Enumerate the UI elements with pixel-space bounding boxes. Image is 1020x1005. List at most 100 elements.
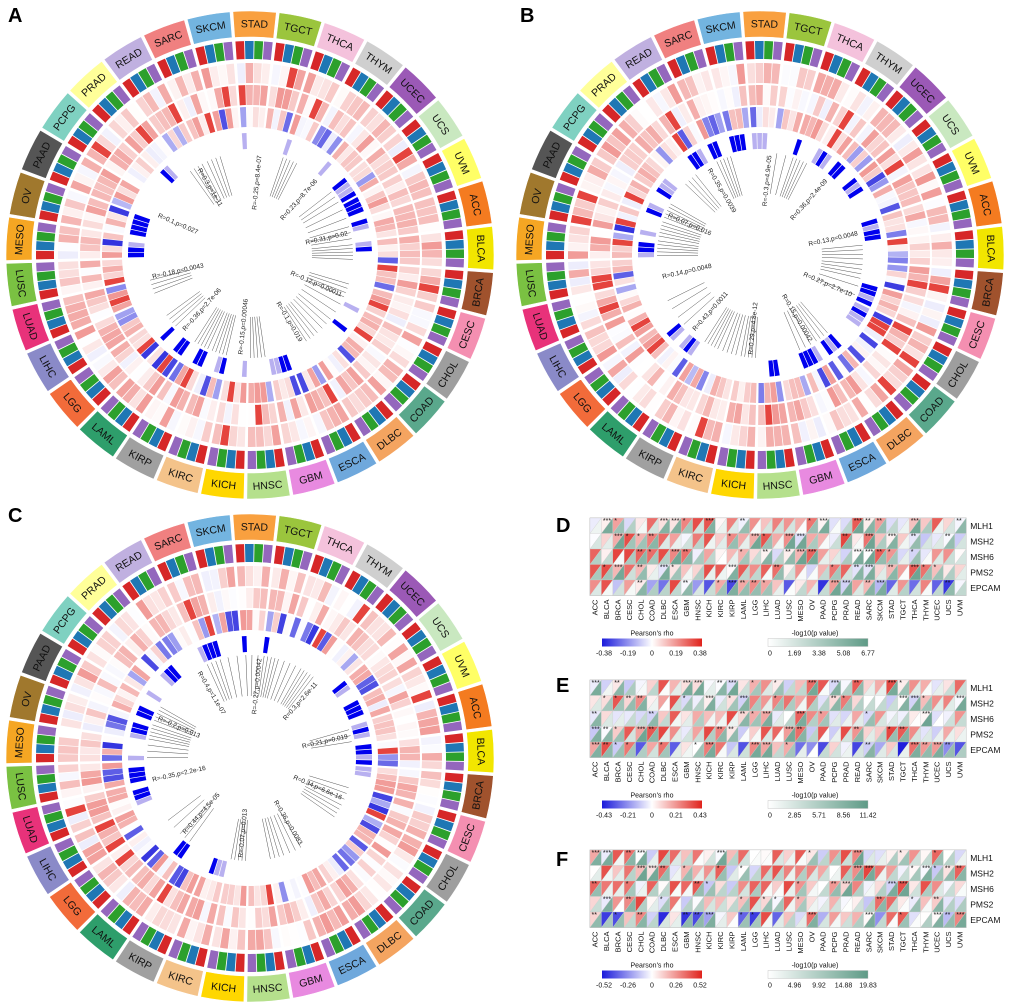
correlation-cell (185, 393, 199, 415)
ring-bar (588, 120, 608, 138)
correlation-cell (584, 324, 606, 340)
ring-bar (434, 314, 454, 329)
ring-bar (555, 182, 576, 197)
correlation-cell (102, 259, 123, 267)
correlation-cell (132, 332, 152, 350)
correlation-cell (86, 650, 108, 669)
correlation-cell (866, 321, 887, 337)
correlation-cell (837, 353, 855, 373)
correlation-cell (305, 121, 320, 142)
ring-bar (594, 113, 614, 132)
correlation-cell (862, 166, 883, 183)
correlation-cell (377, 257, 398, 264)
ring-bar (37, 782, 57, 794)
ring-bar (436, 809, 457, 823)
cancer-tick-label: KIRC (716, 599, 725, 618)
correlation-cell (359, 610, 379, 631)
correlation-cell (246, 107, 253, 128)
correlation-cell (197, 114, 210, 136)
cancer-tick-label: LIHC (762, 931, 771, 949)
rho-tick: 0.38 (693, 651, 707, 658)
annotation-stroke (211, 662, 227, 701)
significant-marker (355, 246, 372, 252)
correlation-cell (714, 112, 726, 134)
correlation-cell (114, 346, 135, 364)
correlation-cell (154, 110, 172, 131)
ring-bar (675, 55, 691, 75)
significance-stars: *** (956, 912, 964, 919)
ring-bar (375, 400, 394, 420)
correlation-cell (144, 398, 162, 420)
annotation-stroke (290, 301, 318, 333)
correlation-cell (590, 251, 611, 259)
correlation-cell (225, 108, 234, 129)
gene-label-epcam: EPCAM (970, 745, 1000, 755)
significant-marker (127, 252, 145, 258)
significant-marker (683, 337, 697, 353)
significant-marker (807, 348, 819, 365)
correlation-cell (65, 301, 87, 314)
correlation-cell (360, 382, 379, 403)
significance-stars: * (934, 866, 937, 873)
correlation-cell (174, 364, 189, 386)
correlation-cell (176, 893, 191, 915)
correlation-cell (771, 403, 781, 425)
ring-bar (49, 827, 70, 842)
correlation-cell (90, 810, 112, 825)
rho-tick: 0.19 (669, 651, 683, 658)
correlation-cell (162, 886, 179, 908)
correlation-cell (638, 328, 658, 345)
ring-bar (439, 199, 459, 213)
correlation-cell (646, 337, 666, 355)
annotation-stroke (659, 232, 700, 242)
heatmap-panel-f: *** *** ** *** *** * *** * * MLH1*** *** ** * * * *** **… (589, 849, 1000, 990)
correlation-cell (607, 359, 628, 378)
correlation-cell (161, 357, 178, 378)
ring-bar (736, 449, 746, 469)
correlation-cell (376, 125, 397, 144)
correlation-cell (311, 628, 327, 649)
significance-stars: *** (911, 518, 919, 525)
ring-bar (418, 348, 438, 366)
significant-marker (847, 186, 864, 199)
correlation-cell (336, 648, 354, 667)
correlation-cell (274, 590, 286, 612)
correlation-cell (174, 75, 189, 97)
correlation-cell (302, 72, 317, 94)
correlation-cell (119, 682, 140, 698)
correlation-cell (381, 677, 403, 692)
ring-bar (610, 395, 629, 415)
circos-panel-a: ACCBLCABRCACESCCHOLCOADDLBCESCAGBMHNSCKI… (5, 10, 495, 500)
correlation-annotation: R=-0.36,p=2.7e-06 (182, 287, 224, 333)
correlation-cell (238, 85, 246, 106)
correlation-cell (328, 612, 345, 634)
significance-stars: ** (751, 580, 757, 587)
ring-bar (37, 279, 57, 291)
correlation-cell (624, 346, 645, 364)
correlation-cell (875, 147, 896, 165)
correlation-cell (838, 109, 855, 131)
correlation-cell (855, 336, 875, 354)
correlation-cell (888, 326, 910, 343)
significant-marker (135, 795, 153, 806)
annotation-stroke (230, 818, 239, 860)
significant-marker (177, 340, 191, 356)
correlation-cell (286, 67, 298, 89)
cancer-segment-laml (78, 410, 129, 458)
correlation-cell (356, 824, 377, 840)
correlation-cell (123, 675, 144, 692)
correlation-cell (829, 409, 845, 431)
correlation-cell (276, 904, 288, 926)
ring-bar (412, 134, 432, 152)
correlation-cell (372, 370, 393, 390)
correlation-cell (743, 382, 751, 403)
ring-bar (783, 42, 795, 62)
correlation-cell (322, 383, 339, 404)
correlation-cell (821, 364, 837, 385)
significance-stars: * (774, 696, 777, 703)
cancer-tick-label: TGCT (899, 931, 908, 952)
correlation-cell (201, 421, 213, 443)
ring-bar (138, 68, 155, 88)
correlation-cell (927, 213, 950, 225)
correlation-cell (148, 617, 166, 638)
